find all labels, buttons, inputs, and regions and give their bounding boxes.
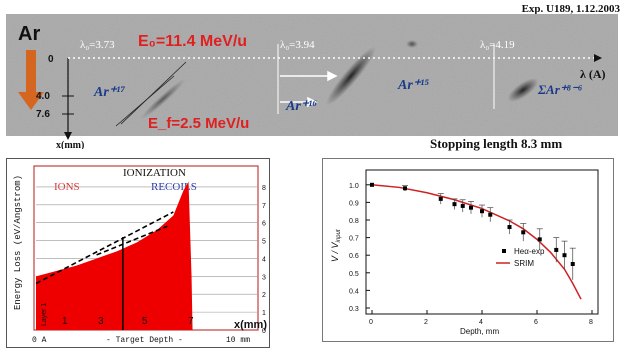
energy-y-tick: 0 bbox=[262, 328, 266, 335]
final-energy-label: E_f=2.5 MeV/u bbox=[148, 115, 249, 132]
lambda-label-2: λ₀=3.94 bbox=[280, 39, 315, 51]
exp-data-point bbox=[480, 209, 484, 214]
energy-loss-area bbox=[36, 181, 193, 330]
depth-arrow-icon bbox=[18, 92, 44, 110]
layer-number-5: 5 bbox=[142, 316, 148, 327]
ar16-pointer-arrows bbox=[280, 70, 338, 108]
velocity-x-tick: 8 bbox=[589, 319, 593, 326]
energy-x-start: 0 A bbox=[32, 336, 47, 345]
spectral-line-ar17 bbox=[140, 78, 186, 120]
ion-label-ar15: Ar⁺¹⁵ bbox=[397, 78, 429, 93]
x-tick-0: 0 bbox=[48, 54, 54, 65]
exp-data-point bbox=[370, 182, 374, 187]
velocity-x-label: Depth, mm bbox=[460, 327, 499, 336]
layer-number-7: 7 bbox=[188, 316, 194, 327]
exp-data-point bbox=[562, 253, 567, 258]
layer-label: Layer 1 bbox=[41, 303, 48, 326]
energy-x-unit: x(mm) bbox=[234, 319, 267, 331]
legend-srim-label: SRIM bbox=[514, 259, 534, 268]
exp-data-point bbox=[570, 262, 575, 266]
spectral-line-ar16 bbox=[325, 46, 377, 106]
energy-x-label: - Target Depth - bbox=[106, 336, 183, 345]
exp-data-point bbox=[469, 205, 473, 210]
exp-data-point bbox=[452, 202, 457, 207]
tangent-line-1 bbox=[35, 211, 174, 285]
ion-label-ar16: Ar⁺¹⁶ bbox=[285, 99, 317, 114]
energy-y-tick: 7 bbox=[262, 203, 266, 210]
layer-number-3: 3 bbox=[98, 316, 104, 327]
exp-data-point bbox=[488, 212, 493, 217]
exp-data-point bbox=[460, 203, 465, 208]
tangent-line-2 bbox=[96, 225, 168, 256]
stopping-length-label: Stopping length 8.3 mm bbox=[430, 136, 563, 151]
layer-number-1: 1 bbox=[62, 316, 68, 327]
velocity-y-tick: 0.7 bbox=[349, 236, 359, 243]
lambda-label-3: λ₀=4.19 bbox=[480, 39, 515, 51]
srim-curve bbox=[371, 184, 582, 300]
exp-data-point bbox=[403, 186, 407, 191]
energy-y-tick: 4 bbox=[262, 256, 266, 263]
velocity-x-tick: 2 bbox=[424, 319, 428, 326]
x-tick-2: 7.6 bbox=[36, 109, 50, 120]
velocity-x-tick: 6 bbox=[534, 319, 538, 326]
lambda-label-1: λ₀=3.73 bbox=[80, 39, 115, 51]
velocity-y-tick: 0.8 bbox=[349, 218, 359, 225]
velocity-y-tick: 0.6 bbox=[349, 253, 359, 260]
exp-data-point bbox=[507, 225, 512, 230]
x-tick-1: 4.0 bbox=[36, 91, 50, 102]
ion-label-ar17: Ar⁺¹⁷ bbox=[93, 85, 125, 100]
energy-y-tick: 8 bbox=[262, 185, 266, 192]
velocity-x-tick: 0 bbox=[369, 319, 373, 326]
velocity-y-tick: 0.5 bbox=[349, 271, 359, 278]
x-axis-label: x(mm) bbox=[56, 140, 84, 149]
exp-data-point bbox=[438, 196, 443, 201]
depth-arrow-shaft bbox=[26, 50, 36, 94]
legend: Heα-exp SRIM bbox=[496, 247, 545, 268]
legend-exp-marker bbox=[502, 249, 506, 253]
initial-energy-label: E₀=11.4 MeV/u bbox=[138, 33, 247, 50]
energy-y-tick: 3 bbox=[262, 274, 266, 281]
velocity-chart: 0 2 4 6 8 0.3 0.4 0.5 0.6 0.7 0.8 0.9 1.0 Heα-exp SR… bbox=[322, 158, 614, 342]
velocity-x-tick: 4 bbox=[479, 319, 483, 326]
energy-y-tick: 5 bbox=[262, 239, 266, 246]
element-label: Ar bbox=[18, 23, 40, 45]
lambda-axis-label: λ (A) bbox=[580, 67, 606, 81]
exp-data-point bbox=[554, 247, 559, 252]
exp-data-point bbox=[537, 237, 542, 242]
legend-exp-label: Heα-exp bbox=[514, 247, 545, 256]
energy-y-tick: 6 bbox=[262, 221, 266, 228]
ion-label-ar-sum: ΣAr⁺⁸⁻⁶ bbox=[537, 82, 583, 97]
exp-data-point bbox=[521, 230, 526, 235]
energy-x-end: 10 mm bbox=[226, 336, 250, 345]
energy-y-tick: 2 bbox=[262, 292, 266, 299]
velocity-y-tick: 0.9 bbox=[349, 200, 359, 207]
experiment-label: Exp. U189, 1.12.2003 bbox=[521, 3, 620, 15]
velocity-y-tick: 0.3 bbox=[349, 306, 359, 313]
spectrum-image: Ar 0 4.0 7.6 λ (A) λ₀=3.73 λ₀=3.94 λ₀=4.… bbox=[6, 14, 618, 149]
spectral-line-ar-sum bbox=[507, 78, 539, 102]
energy-y-tick: 1 bbox=[262, 310, 266, 317]
energy-chart-title: IONIZATION bbox=[123, 167, 186, 179]
energy-y-label: Energy Loss (eV/Angstrom) bbox=[13, 175, 23, 310]
velocity-y-tick: 0.4 bbox=[349, 288, 359, 295]
velocity-y-tick: 1.0 bbox=[349, 183, 359, 190]
